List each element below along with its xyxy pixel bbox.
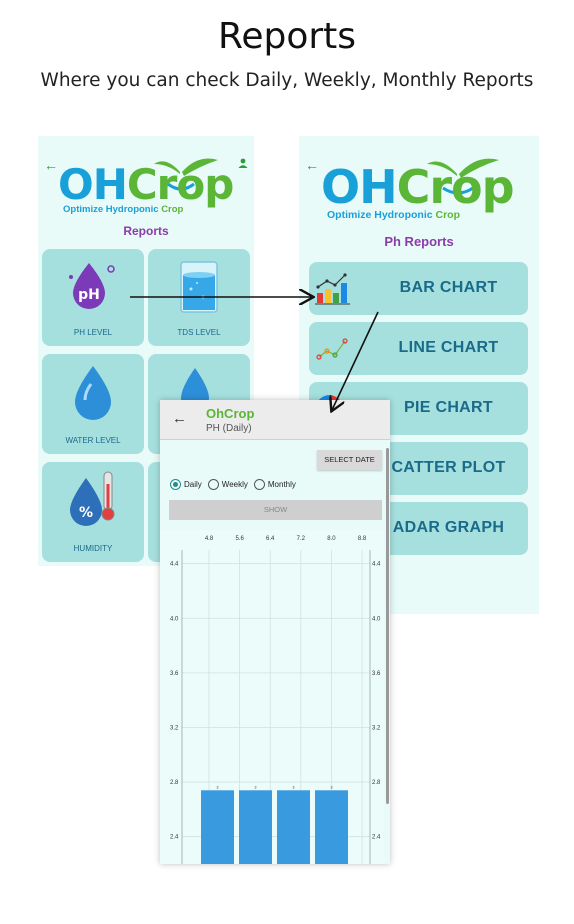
line-chart-icon: [316, 338, 348, 360]
bar-data-label: 3: [217, 785, 219, 789]
button-label: LINE CHART: [398, 339, 499, 356]
app-bar: ← OhCrop PH (Daily): [160, 400, 390, 440]
page-title: Reports: [217, 16, 357, 57]
bar-data-label: 3: [293, 785, 295, 789]
water-drop-icon: [75, 366, 111, 420]
logo-leaves-icon: [154, 158, 218, 191]
logo-crop: Crop: [396, 160, 515, 214]
svg-text:pH: pH: [78, 287, 100, 303]
y-tick-label-left: 4.4: [170, 562, 179, 568]
bar-chart-icon: [315, 273, 350, 305]
y-tick-label-right: 3.2: [372, 725, 381, 731]
daily-radio[interactable]: [170, 479, 181, 490]
bar-data-label: 3: [255, 785, 257, 789]
svg-text:%: %: [79, 505, 93, 521]
logo-crop: Crop: [126, 160, 234, 209]
logo-tagline: Optimize Hydroponic: [327, 209, 436, 221]
line-chart-button[interactable]: LINE CHART: [309, 322, 528, 375]
ph-level-tile[interactable]: pH PH LEVEL: [42, 249, 144, 346]
logo-oh: OH: [58, 160, 128, 209]
button-label: PIE CHART: [404, 399, 493, 416]
tile-label: TDS LEVEL: [177, 328, 221, 337]
bar-4: [315, 790, 348, 864]
tile-label: PH LEVEL: [73, 328, 113, 337]
humidity-tile[interactable]: % HUMIDITY: [42, 462, 144, 562]
app-bar-title: OhCrop: [206, 406, 255, 421]
bar-1: [201, 790, 234, 864]
section-title: Ph Reports: [384, 234, 454, 249]
water-glass-icon: [180, 261, 218, 313]
select-date-button[interactable]: SELECT DATE: [317, 450, 382, 470]
back-arrow-icon[interactable]: ←: [44, 157, 58, 173]
button-label: ADAR GRAPH: [392, 519, 505, 536]
y-tick-label-left: 3.6: [170, 671, 179, 677]
y-tick-label-right: 4.0: [372, 616, 381, 622]
x-tick-label-top: 6.4: [266, 536, 275, 542]
x-tick-label-top: 4.8: [205, 536, 214, 542]
monthly-radio[interactable]: [253, 479, 265, 490]
x-tick-label-top: 8.8: [358, 536, 367, 542]
button-label: CATTER PLOT: [391, 459, 506, 476]
y-tick-label-left: 4.0: [170, 616, 179, 622]
y-tick-label-left: 2.8: [170, 780, 179, 786]
ph-drop-icon: pH: [69, 263, 115, 309]
bar-3: [277, 790, 310, 864]
radio-label[interactable]: Monthly: [267, 480, 296, 489]
scrollbar[interactable]: [386, 448, 389, 804]
bar-data-label: 3: [331, 785, 333, 789]
tile-label: HUMIDITY: [73, 544, 113, 553]
radio-label[interactable]: Weekly: [221, 480, 248, 489]
show-button[interactable]: SHOW: [169, 500, 382, 520]
bar-2: [239, 790, 272, 864]
period-radio-group: Daily Weekly Monthly: [170, 479, 302, 490]
bar-chart-button[interactable]: BAR CHART: [309, 262, 528, 315]
y-tick-label-left: 2.4: [170, 835, 179, 841]
page-subtitle: Where you can check Daily, Weekly, Month…: [40, 70, 534, 91]
app-bar-subtitle: PH (Daily): [206, 423, 252, 434]
logo-leaves-icon: [427, 158, 499, 195]
tile-label: WATER LEVEL: [65, 436, 121, 445]
ph-daily-report-screen: ← OhCrop PH (Daily) SELECT DATE Daily We…: [160, 400, 390, 864]
y-tick-label-right: 3.6: [372, 671, 381, 677]
user-icon[interactable]: [238, 158, 248, 168]
logo-tagline-crop: Crop: [161, 204, 184, 215]
y-tick-label-right: 2.4: [372, 835, 381, 841]
y-tick-label-left: 3.2: [170, 725, 179, 731]
tds-level-tile[interactable]: TDS LEVEL: [148, 249, 250, 346]
ph-bar-chart: 4.4 4.4 4.0 4.0 3.6 3.6 3.2 3.2 2.8 2.8 2.4 2.4 4.8 5…: [160, 530, 384, 864]
section-title: Reports: [123, 224, 169, 238]
humidity-icon: %: [70, 471, 115, 526]
logo-tagline: Optimize Hydroponic: [63, 204, 162, 215]
logo-tagline-crop: Crop: [435, 209, 461, 221]
back-arrow-icon[interactable]: ←: [172, 410, 187, 427]
y-tick-label-right: 4.4: [372, 562, 381, 568]
back-arrow-icon[interactable]: ←: [305, 157, 319, 173]
logo-oh: OH: [321, 160, 398, 214]
y-tick-label-right: 2.8: [372, 780, 381, 786]
x-tick-label-top: 5.6: [235, 536, 244, 542]
x-tick-label-top: 7.2: [297, 536, 306, 542]
weekly-radio[interactable]: [207, 479, 219, 490]
water-level-tile[interactable]: WATER LEVEL: [42, 354, 144, 454]
button-label: BAR CHART: [399, 279, 498, 296]
radio-label[interactable]: Daily: [184, 480, 202, 489]
x-tick-label-top: 8.0: [327, 536, 336, 542]
